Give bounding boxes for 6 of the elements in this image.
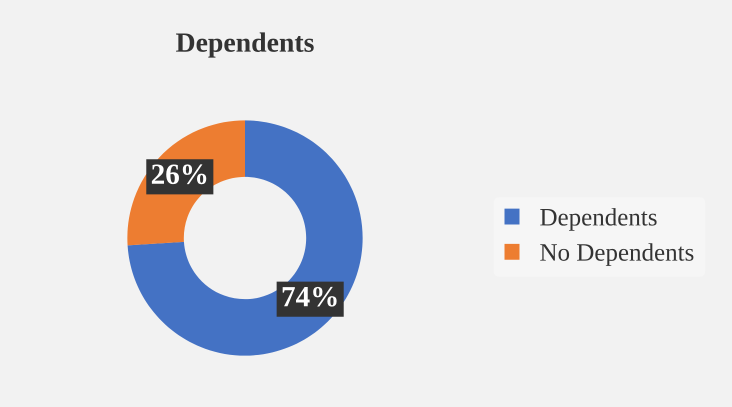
legend-label: Dependents	[540, 208, 657, 231]
legend-label: No Dependents	[540, 243, 694, 266]
data-label: 74%	[282, 286, 337, 307]
data-label: 26%	[152, 164, 206, 184]
chart-title: Dependents	[176, 32, 314, 58]
donut-slice	[128, 120, 363, 356]
